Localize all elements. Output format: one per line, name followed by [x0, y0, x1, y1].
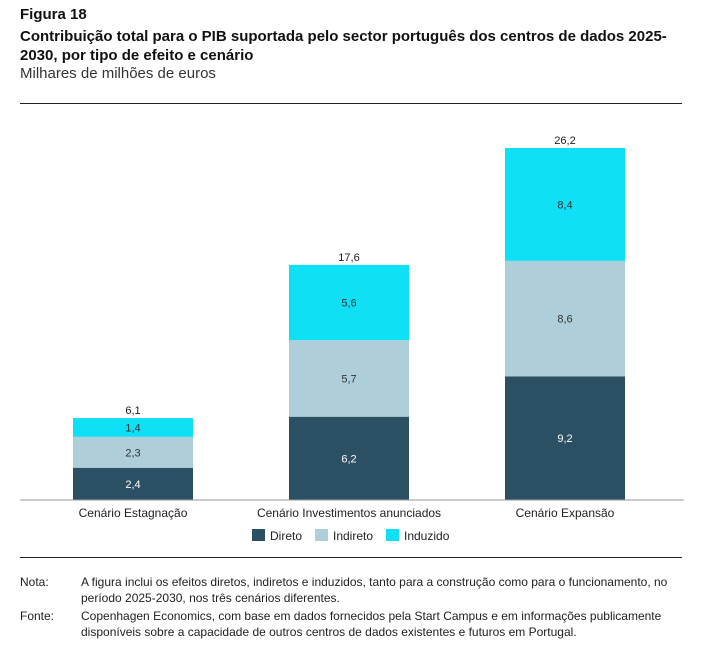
- data-label: 5,6: [341, 298, 356, 310]
- data-label: 5,7: [341, 373, 356, 385]
- bar-segment-direto: [289, 416, 409, 500]
- data-label: 6,2: [341, 453, 356, 465]
- notes-section: Nota: A figura inclui os efeitos diretos…: [20, 574, 685, 642]
- legend-swatch-induzido: [386, 529, 399, 541]
- legend-label: Direto: [270, 529, 302, 543]
- stacked-bar-chart: 2,4 2,3 1,4 6,1 Cenário Estagnação 6,2 5,7 5,6 1…: [20, 135, 684, 543]
- category-label: Cenário Expansão: [516, 506, 615, 520]
- source-text: Copenhagen Economics, com base em dados …: [81, 609, 662, 639]
- data-label: 9,2: [557, 433, 572, 445]
- bar-segment-indireto: [289, 340, 409, 417]
- total-label: 26,2: [554, 135, 575, 147]
- bar-segment-direto: [73, 467, 193, 500]
- bottom-rule: [20, 557, 682, 558]
- figure-label: Figura 18: [20, 6, 87, 23]
- data-label: 8,4: [557, 199, 572, 211]
- data-label: 1,4: [125, 422, 140, 434]
- bar-segment-direto: [505, 376, 625, 500]
- source-row: Fonte: Copenhagen Economics, com base em…: [20, 608, 685, 640]
- legend-label: Indireto: [333, 529, 373, 543]
- legend-label: Induzido: [404, 529, 450, 543]
- legend-swatch-direto: [252, 529, 265, 541]
- data-label: 2,3: [125, 447, 140, 459]
- figure-subtitle: Milhares de milhões de euros: [20, 65, 216, 82]
- category-label: Cenário Investimentos anunciados: [257, 506, 441, 520]
- bar-segment-induzido: [505, 148, 625, 261]
- data-label: 8,6: [557, 314, 572, 326]
- bar-segment-indireto: [73, 436, 193, 468]
- total-label: 6,1: [125, 405, 140, 417]
- note-text: A figura inclui os efeitos diretos, indi…: [81, 575, 668, 605]
- figure-title: Contribuição total para o PIB suportada …: [20, 28, 667, 64]
- data-label: 2,4: [125, 479, 140, 491]
- legend-swatch-indireto: [315, 529, 328, 541]
- bar-segment-induzido: [73, 418, 193, 437]
- source-key: Fonte:: [20, 609, 55, 623]
- top-rule: [20, 103, 682, 104]
- bar-segment-indireto: [505, 260, 625, 377]
- note-key: Nota:: [20, 575, 49, 589]
- category-label: Cenário Estagnação: [79, 506, 188, 520]
- note-row: Nota: A figura inclui os efeitos diretos…: [20, 574, 685, 606]
- bar-segment-induzido: [289, 264, 409, 341]
- total-label: 17,6: [338, 252, 359, 264]
